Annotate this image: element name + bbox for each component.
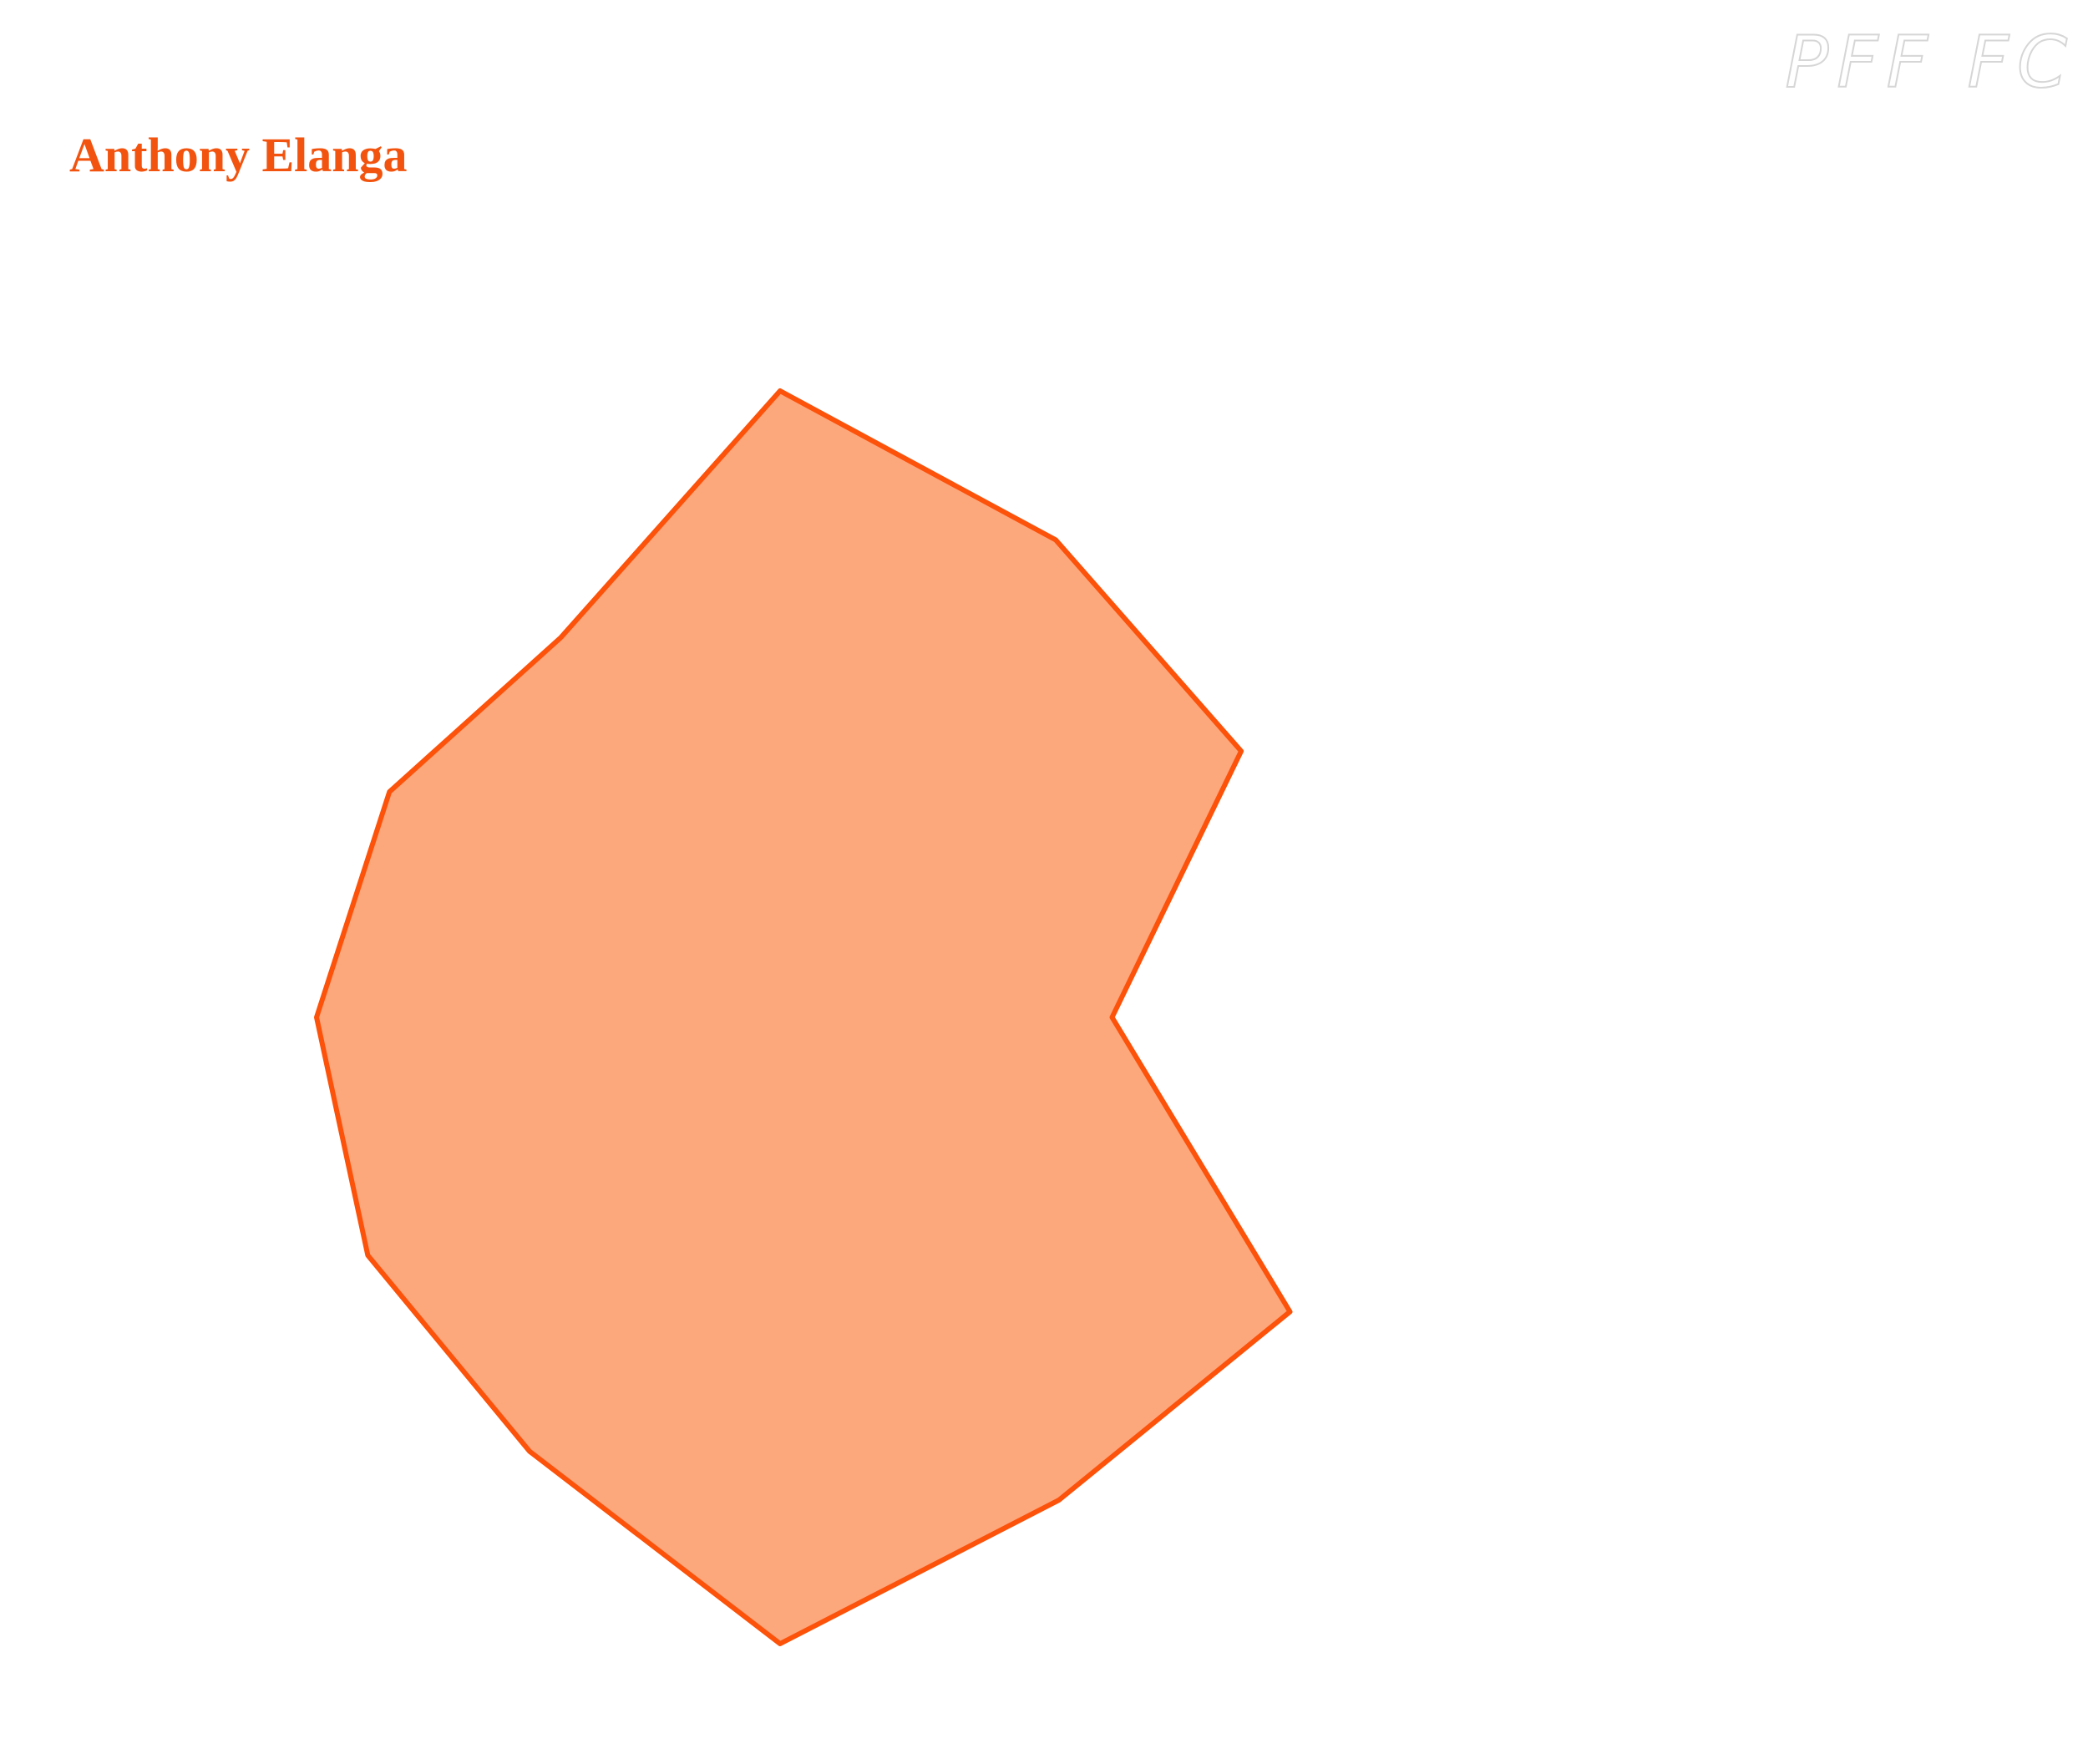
logo: PFF FC (1785, 21, 2075, 104)
radar-area (314, 388, 1293, 1646)
chart-title: Anthony Elanga (69, 128, 408, 182)
